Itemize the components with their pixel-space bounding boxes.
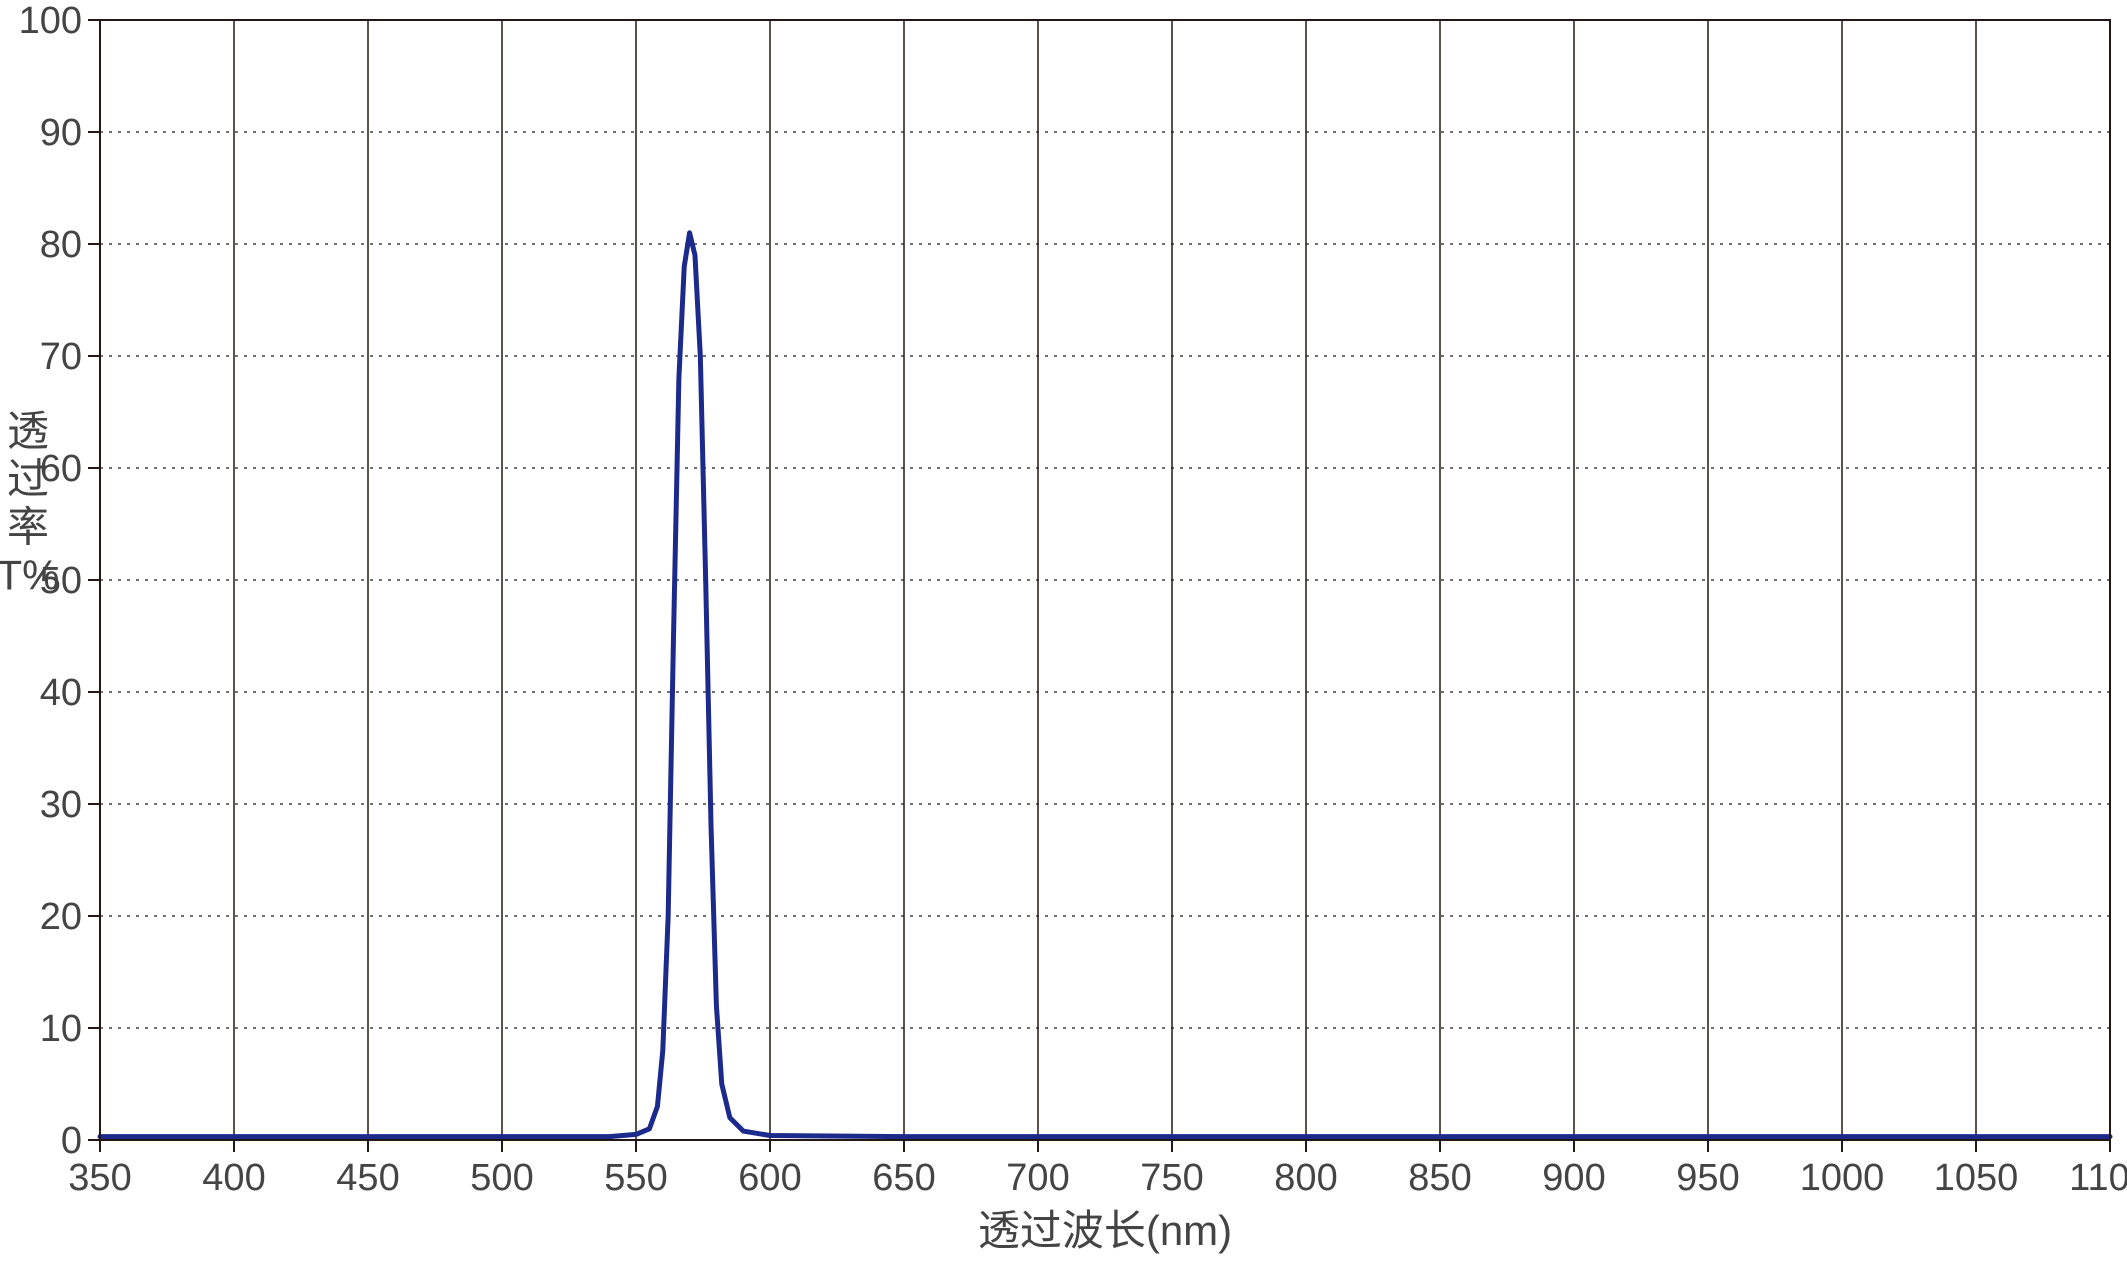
ytick-label: 80 bbox=[40, 224, 82, 266]
ytick-label: 20 bbox=[40, 896, 82, 938]
xtick-label: 450 bbox=[336, 1157, 399, 1199]
ytick-label: 10 bbox=[40, 1008, 82, 1050]
xtick-label: 1100 bbox=[2069, 1157, 2127, 1199]
xtick-label: 750 bbox=[1140, 1157, 1203, 1199]
transmittance-chart: 3504004505005506006507007508008509009501… bbox=[0, 0, 2127, 1261]
ytick-label: 30 bbox=[40, 784, 82, 826]
xtick-label: 650 bbox=[872, 1157, 935, 1199]
xtick-label: 900 bbox=[1542, 1157, 1605, 1199]
y-axis-title-char: 过 bbox=[7, 456, 49, 503]
xtick-label: 950 bbox=[1676, 1157, 1739, 1199]
y-axis-title-char: 透 bbox=[7, 408, 49, 455]
y-axis-title-char: 率 bbox=[7, 504, 49, 551]
y-axis-title-char: T% bbox=[0, 552, 60, 599]
ytick-label: 40 bbox=[40, 672, 82, 714]
xtick-label: 550 bbox=[604, 1157, 667, 1199]
ytick-label: 100 bbox=[19, 0, 82, 42]
chart-container: 3504004505005506006507007508008509009501… bbox=[0, 0, 2127, 1261]
xtick-label: 600 bbox=[738, 1157, 801, 1199]
ytick-label: 90 bbox=[40, 112, 82, 154]
x-axis-title: 透过波长(nm) bbox=[978, 1207, 1232, 1254]
xtick-label: 400 bbox=[202, 1157, 265, 1199]
xtick-label: 700 bbox=[1006, 1157, 1069, 1199]
xtick-label: 1000 bbox=[1800, 1157, 1885, 1199]
ytick-label: 70 bbox=[40, 336, 82, 378]
xtick-label: 1050 bbox=[1934, 1157, 2019, 1199]
xtick-label: 350 bbox=[68, 1157, 131, 1199]
xtick-label: 500 bbox=[470, 1157, 533, 1199]
plot-area bbox=[100, 20, 2110, 1140]
xtick-label: 850 bbox=[1408, 1157, 1471, 1199]
xtick-label: 800 bbox=[1274, 1157, 1337, 1199]
ytick-label: 0 bbox=[61, 1120, 82, 1162]
